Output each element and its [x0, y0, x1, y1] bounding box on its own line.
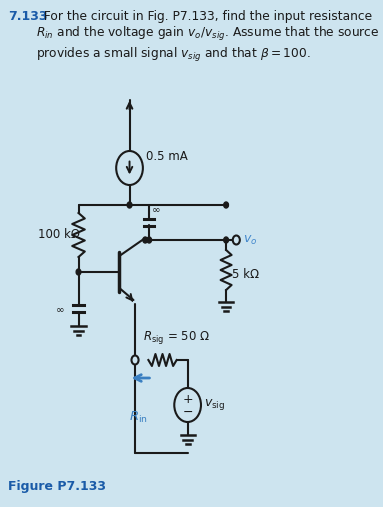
- Circle shape: [233, 235, 240, 244]
- Text: ∞: ∞: [56, 305, 64, 315]
- Circle shape: [131, 355, 139, 365]
- Text: $R_{\rm in}$: $R_{\rm in}$: [129, 410, 147, 425]
- Text: 5 kΩ: 5 kΩ: [232, 268, 259, 280]
- Text: +: +: [182, 392, 193, 406]
- Circle shape: [224, 202, 228, 208]
- Circle shape: [147, 237, 152, 243]
- Text: $R_{\rm sig}$ = 50 Ω: $R_{\rm sig}$ = 50 Ω: [143, 329, 210, 346]
- Circle shape: [143, 237, 147, 243]
- Text: Figure P7.133: Figure P7.133: [8, 480, 106, 493]
- Text: $v_o$: $v_o$: [243, 233, 258, 246]
- Text: ∞: ∞: [152, 205, 160, 215]
- Circle shape: [127, 202, 132, 208]
- Text: 0.5 mA: 0.5 mA: [146, 150, 188, 163]
- Text: For the circuit in Fig. P7.133, find the input resistance
$R_{in}$ and the volta: For the circuit in Fig. P7.133, find the…: [36, 10, 380, 64]
- Circle shape: [76, 269, 81, 275]
- Text: 7.133: 7.133: [8, 10, 47, 23]
- Text: 100 kΩ: 100 kΩ: [38, 229, 80, 241]
- Circle shape: [224, 237, 228, 243]
- Text: $v_{\rm sig}$: $v_{\rm sig}$: [204, 397, 225, 413]
- Text: −: −: [182, 406, 193, 419]
